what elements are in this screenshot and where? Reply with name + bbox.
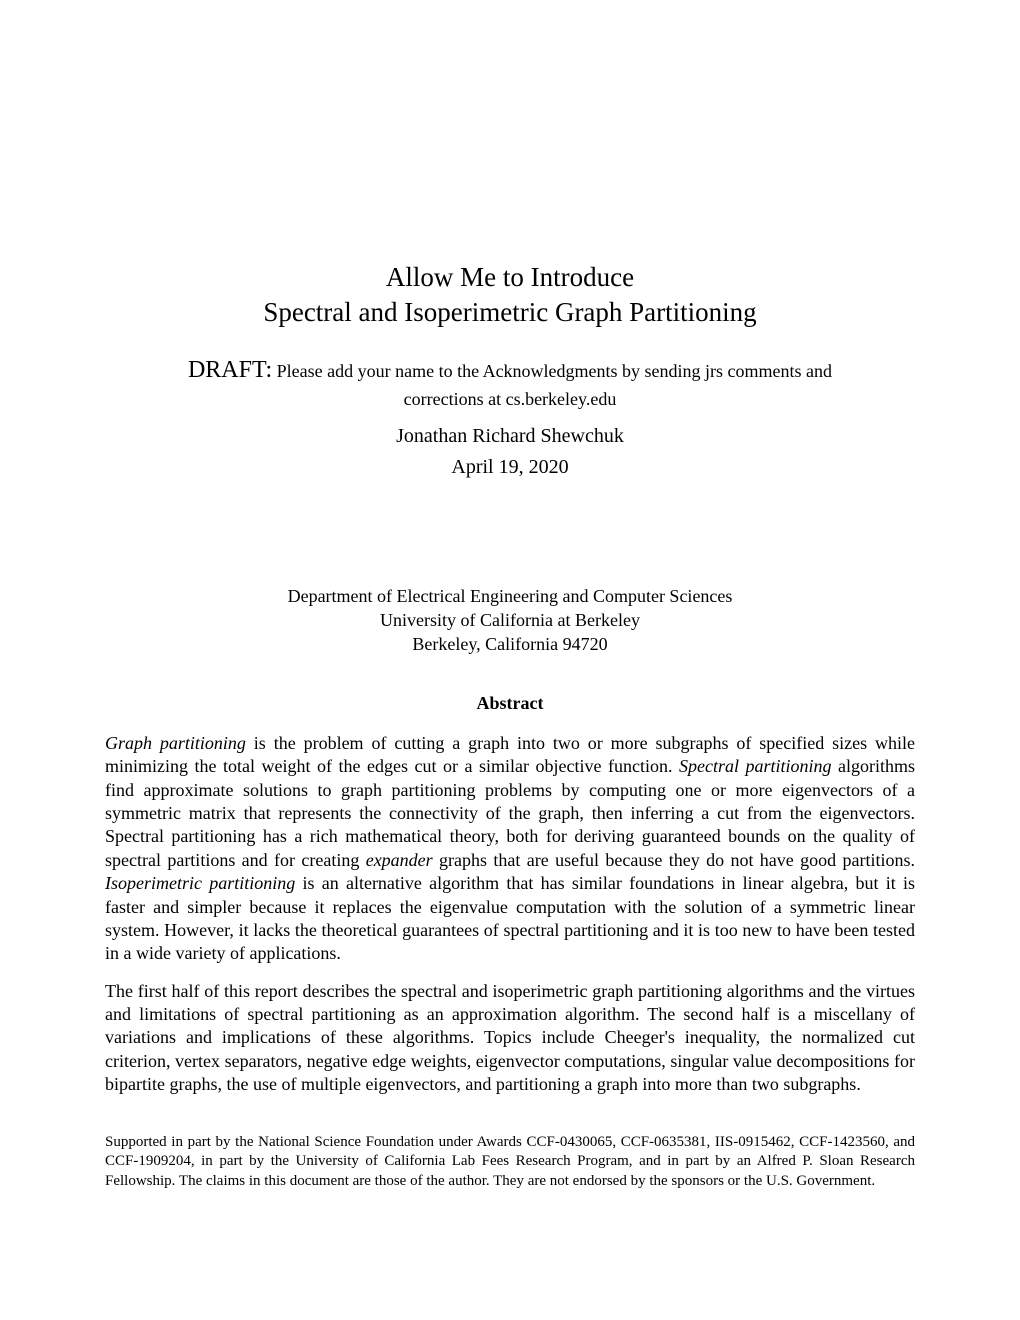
- affiliation-line-1: Department of Electrical Engineering and…: [105, 584, 915, 608]
- affiliation: Department of Electrical Engineering and…: [105, 584, 915, 657]
- paper-page: Allow Me to Introduce Spectral and Isope…: [0, 0, 1020, 1320]
- abstract-heading: Abstract: [105, 693, 915, 714]
- term-expander: expander: [366, 850, 433, 870]
- draft-note: DRAFT: Please add your name to the Ackno…: [105, 354, 915, 411]
- affiliation-line-3: Berkeley, California 94720: [105, 632, 915, 656]
- abstract-paragraph-2: The first half of this report describes …: [105, 980, 915, 1097]
- term-graph-partitioning: Graph partitioning: [105, 733, 246, 753]
- term-isoperimetric-partitioning: Isoperimetric partitioning: [105, 873, 295, 893]
- draft-text-2: corrections at cs.berkeley.edu: [404, 389, 617, 409]
- date: April 19, 2020: [105, 456, 915, 479]
- abstract-p1-s6: graphs that are useful because they do n…: [433, 850, 915, 870]
- affiliation-line-2: University of California at Berkeley: [105, 608, 915, 632]
- draft-text-1: Please add your name to the Acknowledgme…: [272, 361, 832, 381]
- author: Jonathan Richard Shewchuk: [105, 425, 915, 448]
- funding-note: Supported in part by the National Scienc…: [105, 1133, 915, 1192]
- title-line-2: Spectral and Isoperimetric Graph Partiti…: [105, 295, 915, 330]
- draft-prefix: DRAFT:: [188, 357, 272, 383]
- term-spectral-partitioning: Spectral partitioning: [679, 756, 832, 776]
- abstract-paragraph-1: Graph partitioning is the problem of cut…: [105, 732, 915, 966]
- title-block: Allow Me to Introduce Spectral and Isope…: [105, 260, 915, 479]
- title-line-1: Allow Me to Introduce: [105, 260, 915, 295]
